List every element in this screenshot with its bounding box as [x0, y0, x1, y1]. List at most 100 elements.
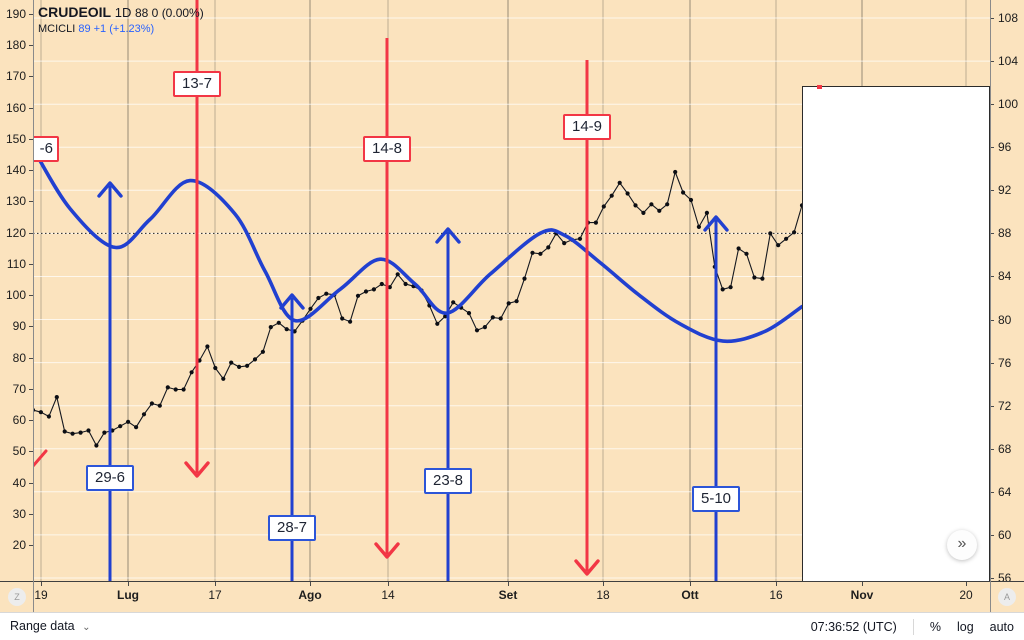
right-axis-tick-88: 88	[998, 226, 1012, 241]
cycle-label-5-10[interactable]: 5-10	[692, 486, 740, 512]
right-axis-tick-96: 96	[998, 140, 1012, 155]
up-arrow-head-icon	[97, 181, 123, 198]
price-point	[308, 306, 313, 311]
symbol-legend[interactable]: CRUDEOIL 1D 88 0 (0.00%) MCICLI 89 +1 (+…	[38, 4, 204, 37]
price-point	[760, 276, 765, 281]
up-arrow-head-icon	[703, 215, 729, 232]
time-axis-tick-19: 19	[34, 588, 48, 602]
price-point	[617, 180, 622, 185]
price-point	[593, 220, 599, 225]
left-corner-badge[interactable]: Z	[8, 588, 26, 606]
cycle-label-14-8[interactable]: 14-8	[363, 136, 411, 162]
left-axis-tick-30: 30	[12, 506, 26, 521]
price-point	[696, 224, 702, 229]
interval-label[interactable]: 1D	[114, 5, 132, 20]
price-point	[371, 287, 376, 292]
tick-mark	[29, 357, 33, 359]
price-point	[498, 316, 503, 321]
price-point	[744, 251, 749, 256]
tick-mark	[29, 326, 33, 328]
tick-mark	[990, 534, 994, 536]
auto-scale-button[interactable]: auto	[989, 620, 1014, 634]
price-point	[340, 316, 345, 321]
price-point	[665, 202, 670, 207]
price-point	[649, 202, 654, 207]
price-point	[522, 276, 527, 281]
left-axis-tick-130: 130	[5, 194, 26, 209]
cycle-label-23-8[interactable]: 23-8	[424, 468, 472, 494]
price-point	[62, 429, 67, 434]
price-point	[736, 246, 741, 251]
price-point	[546, 245, 551, 250]
clock-utc-button[interactable]: 07:36:52 (UTC)	[810, 620, 897, 634]
symbol-values: 88 0 (0.00%)	[135, 6, 204, 20]
tick-mark	[990, 61, 994, 63]
left-axis-tick-140: 140	[5, 163, 26, 178]
left-axis-tick-80: 80	[12, 350, 26, 365]
range-data-button[interactable]: Range data ⌄	[10, 619, 91, 633]
price-point	[348, 319, 353, 324]
symbol-name[interactable]: CRUDEOIL	[38, 4, 112, 20]
cycle-label-28-7[interactable]: 28-7	[268, 515, 316, 541]
tick-mark	[29, 107, 33, 109]
left-axis-tick-40: 40	[12, 475, 26, 490]
tick-mark	[603, 582, 604, 586]
price-point	[102, 430, 107, 435]
range-data-label: Range data	[10, 619, 75, 633]
price-point	[577, 236, 583, 241]
right-axis-tick-80: 80	[998, 312, 1012, 327]
left-axis-tick-100: 100	[5, 288, 26, 303]
indicator-name[interactable]: MCICLI	[38, 23, 76, 35]
right-corner-badge[interactable]: A	[998, 588, 1016, 606]
tick-mark	[990, 190, 994, 192]
right-price-axis[interactable]: 108 104 100 96 92 88 84 80 76 72 68 64 60 56	[990, 0, 1024, 585]
price-point	[482, 325, 487, 330]
tick-mark	[990, 319, 994, 321]
cycle-label-clipped[interactable]: -6	[33, 136, 59, 162]
up-arrow-head-icon	[279, 293, 305, 310]
left-price-axis[interactable]: 190 180 170 160 150 140 130 120 110 100 90 80 70 60 50…	[0, 0, 33, 581]
right-axis-tick-64: 64	[998, 484, 1012, 499]
price-point	[118, 424, 123, 429]
chart-plot-area[interactable]: » 13-7 14-8 14-9 29-6 28-7 23-8 5-10 -6	[33, 0, 990, 581]
cycle-label-29-6[interactable]: 29-6	[86, 465, 134, 491]
right-axis-tick-104: 104	[998, 54, 1019, 69]
price-point	[601, 204, 606, 209]
price-point	[506, 301, 511, 306]
tick-mark	[690, 582, 691, 586]
price-point	[490, 315, 495, 320]
tick-mark	[29, 201, 33, 203]
mcicli-indicator-curve[interactable]	[33, 146, 804, 344]
cycle-label-14-9[interactable]: 14-9	[563, 114, 611, 140]
left-axis-tick-110: 110	[6, 256, 26, 271]
tick-mark	[310, 582, 311, 586]
tick-mark	[29, 482, 33, 484]
price-point	[403, 281, 408, 287]
price-point	[379, 281, 384, 287]
price-series-line[interactable]	[33, 170, 803, 447]
price-point	[704, 210, 710, 215]
price-point	[78, 430, 83, 435]
price-point	[292, 329, 297, 334]
right-axis-tick-60: 60	[998, 527, 1012, 542]
price-point	[657, 208, 662, 213]
tick-mark	[990, 405, 994, 407]
time-axis-tick-16: 16	[769, 588, 783, 602]
tick-mark	[29, 76, 33, 78]
tick-mark	[990, 362, 994, 364]
time-axis-tick-20: 20	[959, 588, 973, 602]
log-scale-button[interactable]: log	[956, 620, 974, 634]
tick-mark	[388, 582, 389, 586]
right-axis-tick-108: 108	[998, 11, 1019, 25]
cycle-label-13-7[interactable]: 13-7	[173, 71, 221, 97]
tick-mark	[990, 104, 994, 106]
red-trendline-fragment[interactable]	[33, 449, 48, 468]
price-point	[86, 428, 91, 433]
price-point	[451, 300, 456, 305]
price-point	[46, 414, 52, 419]
right-axis-tick-92: 92	[998, 183, 1012, 198]
percent-scale-button[interactable]: %	[929, 620, 941, 634]
expand-chevrons-button[interactable]: »	[947, 530, 977, 560]
price-point	[387, 285, 392, 290]
time-axis[interactable]: 19 Lug 17 Ago 14 Set 18 Ott 16 Nov 20	[0, 581, 1024, 613]
